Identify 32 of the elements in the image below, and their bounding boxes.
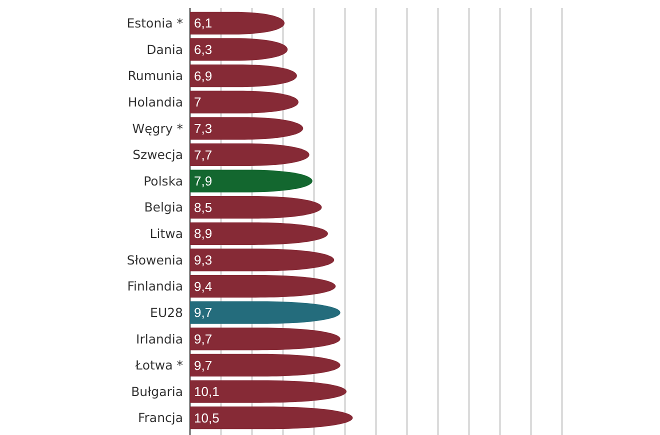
y-tick-label: Bułgaria	[131, 384, 183, 399]
data-label: 6,1	[194, 16, 212, 31]
y-tick-label: Słowenia	[126, 252, 183, 268]
data-label: 9,4	[194, 278, 212, 294]
y-tick-label: Finlandia	[127, 278, 183, 294]
data-label: 9,7	[194, 331, 212, 346]
data-label: 7	[194, 94, 202, 110]
data-label: 7,3	[194, 120, 212, 136]
y-tick-label: Francja	[138, 410, 183, 426]
data-label: 9,7	[194, 305, 212, 320]
data-label: 6,9	[194, 68, 212, 84]
y-tick-label: Węgry *	[132, 120, 183, 136]
y-tick-label: Irlandia	[136, 331, 183, 346]
y-tick-label: Łotwa *	[134, 358, 183, 373]
data-label: 9,3	[194, 252, 212, 268]
data-label: 6,3	[194, 42, 212, 58]
y-tick-label: Polska	[144, 173, 183, 188]
y-tick-label: Estonia *	[126, 16, 183, 31]
y-tick-label: Litwa	[150, 226, 183, 242]
y-tick-label: Szwecja	[132, 147, 183, 162]
y-tick-label: EU28	[150, 304, 184, 320]
data-label: 10,5	[194, 410, 220, 426]
y-tick-label: Holandia	[128, 94, 183, 110]
y-tick-label: Dania	[146, 42, 183, 57]
data-label: 10,1	[194, 384, 220, 400]
data-label: 8,5	[194, 200, 212, 215]
data-label: 7,7	[194, 147, 212, 162]
data-label: 9,7	[194, 358, 212, 373]
y-tick-label: Belgia	[144, 200, 183, 215]
data-label: 8,9	[194, 226, 212, 242]
y-tick-label: Rumunia	[128, 68, 183, 84]
data-label: 7,9	[194, 174, 212, 189]
